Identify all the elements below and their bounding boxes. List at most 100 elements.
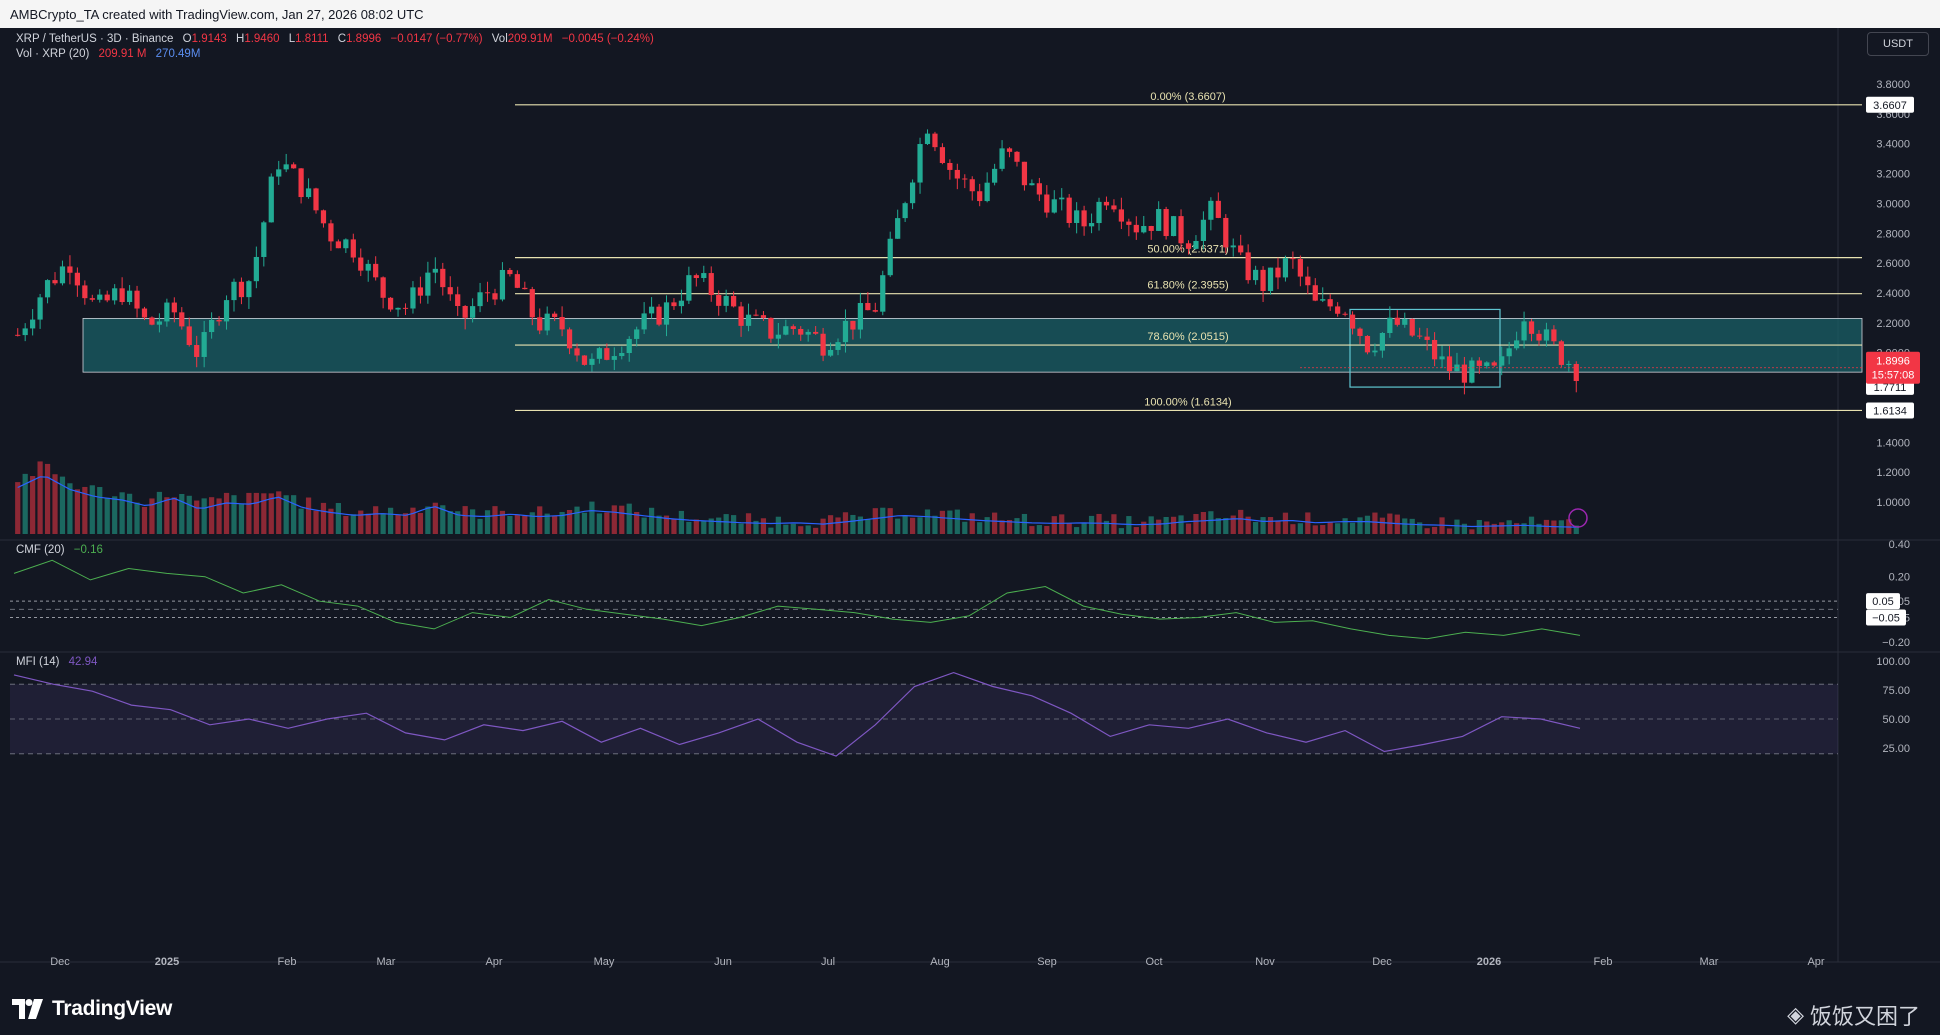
- volume-bar: [410, 507, 416, 534]
- cmf-tick-label: −0.20: [1882, 637, 1910, 649]
- candle-body: [328, 223, 334, 242]
- candle-body: [962, 178, 968, 180]
- candle-body: [1148, 226, 1154, 231]
- candle-body: [977, 191, 983, 202]
- candle-body: [1439, 356, 1445, 360]
- candle-body: [1491, 362, 1497, 366]
- volume-bar: [22, 473, 28, 534]
- candle-body: [1081, 210, 1087, 227]
- volume-bar: [67, 483, 73, 534]
- volume-bar: [119, 492, 125, 534]
- candle-body: [194, 345, 200, 357]
- vol-change-value: −0.0045 (−0.24%): [561, 33, 654, 45]
- volume-bar: [1103, 520, 1110, 534]
- volume-bar: [827, 515, 834, 534]
- candle-body: [447, 287, 453, 295]
- candle-body: [104, 294, 110, 301]
- volume-bar: [1431, 526, 1438, 534]
- volume-bar: [1059, 514, 1065, 534]
- tradingview-logo[interactable]: TradingView: [12, 995, 172, 1023]
- volume-bar: [82, 486, 88, 534]
- watermark: ◈ 饭饭又困了: [1787, 999, 1920, 1031]
- candle-body: [298, 168, 304, 198]
- candle-body: [1342, 313, 1348, 315]
- fib-level-label: 100.00% (1.6134): [1144, 396, 1231, 408]
- fib-bottom-marker: 1.6134: [1873, 405, 1907, 417]
- candle-body: [1230, 245, 1236, 248]
- candle-body: [1126, 221, 1132, 225]
- mfi-label[interactable]: MFI (14): [16, 656, 60, 668]
- cmf-label[interactable]: CMF (20): [16, 544, 65, 556]
- volume-bar: [626, 503, 632, 534]
- volume-bar: [1029, 526, 1035, 534]
- candle-body: [693, 275, 699, 279]
- candle-body: [798, 329, 804, 335]
- volume-bar: [507, 515, 513, 534]
- volume-bar: [112, 496, 118, 534]
- candle-body: [514, 274, 520, 288]
- open-label: O: [182, 33, 192, 45]
- candle-body: [1200, 219, 1207, 241]
- candle-body: [164, 302, 170, 322]
- time-tick-label: Nov: [1255, 956, 1275, 968]
- candle-body: [1461, 364, 1468, 383]
- last-price-bg: [1866, 351, 1920, 384]
- volume-bar: [432, 502, 438, 534]
- volume-bar: [559, 511, 565, 534]
- currency-button[interactable]: USDT: [1867, 32, 1929, 56]
- candle-body: [1267, 267, 1274, 291]
- volume-bar: [313, 510, 319, 534]
- candle-body: [462, 305, 468, 318]
- candle-body: [1193, 240, 1199, 249]
- volume-bar: [835, 517, 841, 534]
- candle-body: [872, 310, 878, 312]
- candle-body: [969, 179, 975, 192]
- volume-bar: [1208, 511, 1214, 534]
- last-price-label: 1.8996: [1876, 356, 1910, 368]
- low-label: L: [288, 33, 296, 45]
- volume-bar: [738, 523, 744, 534]
- volume-bar: [1200, 511, 1207, 534]
- volume-bar: [470, 509, 476, 534]
- volume-bar: [104, 497, 110, 534]
- candle-body: [1431, 339, 1438, 360]
- price-tick-label: 3.0000: [1876, 198, 1910, 210]
- candle-body: [1185, 243, 1192, 249]
- volume-bar: [1573, 525, 1579, 534]
- chart-canvas[interactable]: 0.00% (3.6607)50.00% (2.6371)61.80% (2.3…: [0, 28, 1940, 983]
- candle-body: [723, 295, 729, 306]
- vol-ma2-value: 270.49M: [155, 48, 201, 60]
- range-box[interactable]: [1349, 308, 1501, 388]
- candle-body: [1424, 336, 1430, 340]
- volume-bar: [716, 517, 722, 534]
- time-tick-label: Feb: [1594, 956, 1613, 968]
- chart-area[interactable]: 0.00% (3.6607) 50.00% (2.6371) 61.80% (2.3…: [0, 28, 1940, 983]
- volume-bar: [805, 525, 811, 534]
- price-tick-label: 2.8000: [1876, 228, 1910, 240]
- vol-ma-label[interactable]: Vol · XRP (20): [16, 48, 90, 60]
- volume-bar: [1364, 515, 1371, 534]
- volume-bar: [209, 497, 215, 534]
- candle-body: [358, 257, 364, 271]
- candle-body: [417, 287, 424, 296]
- time-axis[interactable]: Dec 2025 Feb Mar Apr May Jun Jul Aug Sep Oct Nov Dec…: [50, 956, 1825, 968]
- volume-bar: [395, 514, 401, 534]
- symbol-name[interactable]: XRP / TetherUS · 3D · Binance: [16, 33, 174, 45]
- candle-body: [1484, 362, 1490, 366]
- volume-bar: [895, 518, 901, 534]
- volume-bar: [1006, 519, 1013, 534]
- volume-bar: [1088, 515, 1095, 534]
- candle-body: [745, 314, 752, 326]
- volume-bar: [179, 493, 185, 534]
- volume-bar: [291, 495, 297, 534]
- candle-body: [276, 169, 282, 177]
- candle-body: [917, 144, 923, 183]
- volume-bar: [462, 506, 468, 534]
- candle-body: [499, 269, 506, 300]
- candle-body: [984, 182, 990, 202]
- volume-bar: [1349, 522, 1356, 534]
- volume-bar: [1074, 527, 1080, 534]
- volume-bar: [1394, 514, 1400, 534]
- candle-body: [1260, 269, 1266, 291]
- tradingview-logo-icon: [12, 999, 43, 1019]
